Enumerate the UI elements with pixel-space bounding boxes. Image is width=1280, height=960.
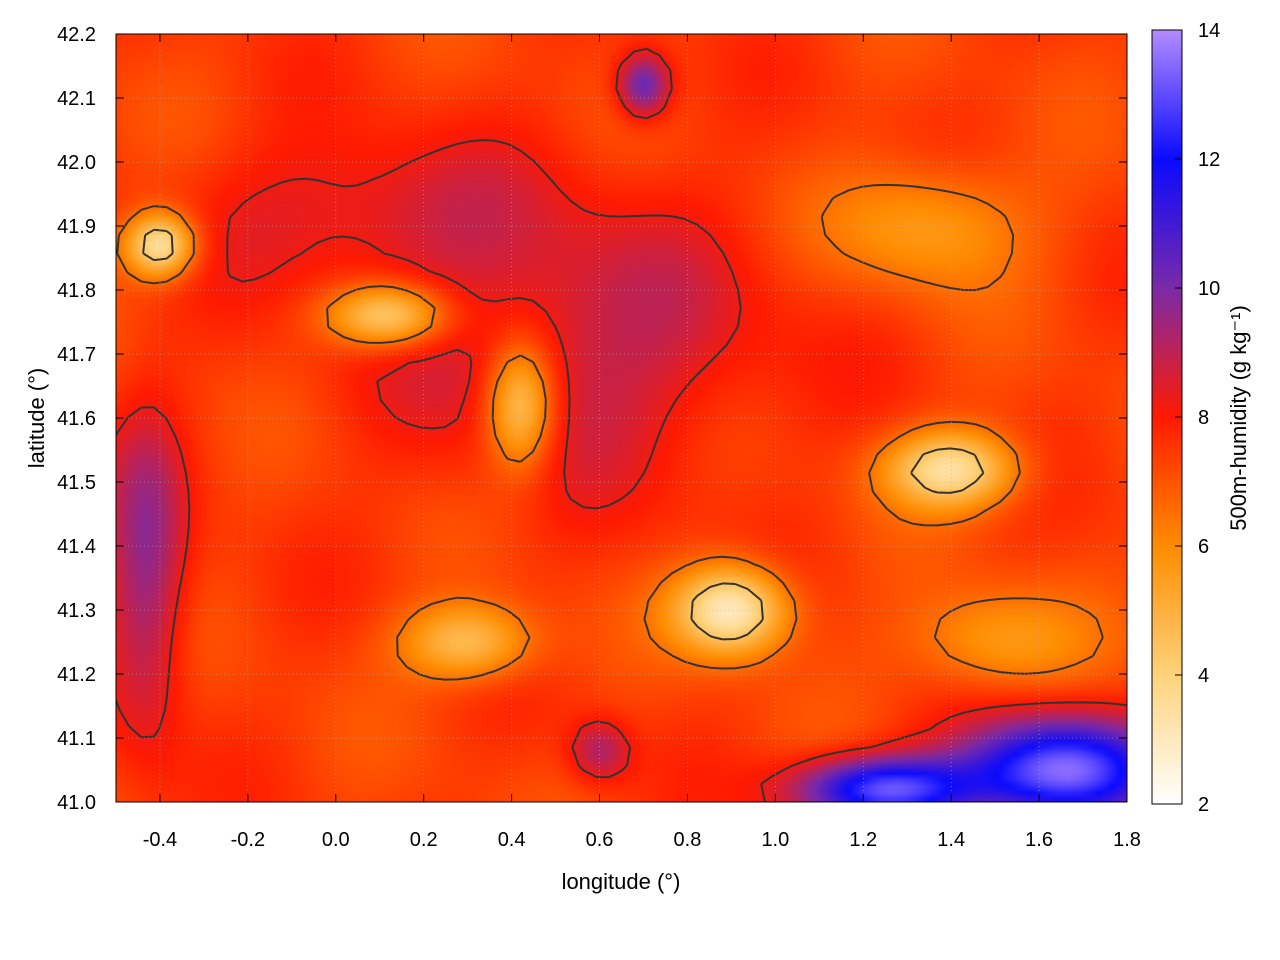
y-tick-label: 41.2 [57, 664, 96, 686]
colorbar-title: 500m-humidity (g kg⁻¹) [1226, 305, 1251, 531]
colorbar-tick-label: 2 [1198, 794, 1209, 816]
grid-lines [116, 33, 1128, 803]
x-tick-label: 1.0 [761, 829, 789, 851]
x-tick-label: 1.4 [937, 829, 965, 851]
colorbar-tick-label: 8 [1198, 407, 1209, 429]
y-tick-label: 41.7 [57, 344, 96, 366]
colorbar-tick-label: 12 [1198, 149, 1220, 171]
x-tick-label: 1.2 [849, 829, 877, 851]
x-tick-label: 1.8 [1113, 829, 1141, 851]
x-axis: -0.4 -0.2 0.0 0.2 0.4 0.6 0.8 1.0 1.2 1.4 1.6 1.8 [143, 34, 1141, 851]
contour-level-2 [116, 183, 1104, 681]
y-tick-label: 42.1 [57, 88, 96, 110]
y-axis-title: latitude (°) [24, 368, 49, 469]
y-tick-label: 42.0 [57, 152, 96, 174]
x-tick-label: -0.2 [231, 829, 265, 851]
x-tick-label: 0.6 [586, 829, 614, 851]
y-tick-label: 41.5 [57, 472, 96, 494]
colorbar-tick-label: 4 [1198, 665, 1209, 687]
x-tick-label: -0.4 [143, 829, 177, 851]
y-tick-label: 41.0 [57, 792, 96, 814]
heatmap-layer [116, 34, 1127, 802]
colorbar-axis: 2 4 6 8 10 12 14 [1175, 20, 1220, 816]
x-axis-title: longitude (°) [562, 869, 681, 894]
y-tick-label: 41.9 [57, 216, 96, 238]
x-tick-label: 0.4 [498, 829, 526, 851]
y-tick-label: 41.3 [57, 600, 96, 622]
y-tick-label: 42.2 [57, 24, 96, 46]
contour-lines [116, 47, 1127, 802]
x-tick-label: 0.0 [322, 829, 350, 851]
colorbar-tick-label: 10 [1198, 278, 1220, 300]
y-tick-label: 41.8 [57, 280, 96, 302]
y-tick-label: 41.4 [57, 536, 96, 558]
y-axis: 41.0 41.1 41.2 41.3 41.4 41.5 41.6 41.7 41.8 41.9… [57, 24, 1127, 814]
contour-level-3 [116, 47, 1127, 802]
heatmap-image [116, 34, 1127, 802]
colorbar-tick-label: 14 [1198, 20, 1220, 42]
y-tick-label: 41.6 [57, 408, 96, 430]
x-tick-label: 0.8 [674, 829, 702, 851]
colorbar-tick-label: 6 [1198, 536, 1209, 558]
y-tick-label: 41.1 [57, 728, 96, 750]
x-tick-label: 1.6 [1025, 829, 1053, 851]
x-tick-label: 0.2 [410, 829, 438, 851]
